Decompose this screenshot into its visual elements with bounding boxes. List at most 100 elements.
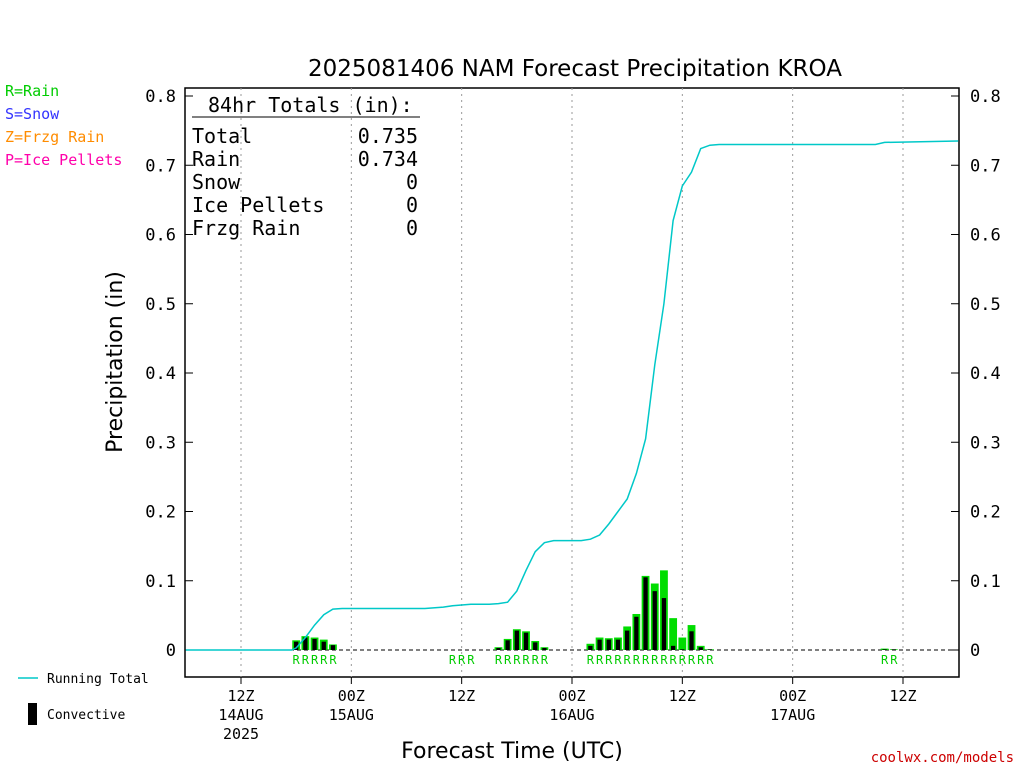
precip-type-letter: R — [458, 653, 466, 667]
y-tick-label-right: 0 — [970, 641, 980, 661]
precip-type-letter: R — [624, 653, 632, 667]
y-tick-label-right: 0.7 — [970, 156, 1001, 176]
precip-type-letter: R — [706, 653, 714, 667]
y-axis-left: 0 0.1 0.2 0.3 0.4 0.5 0.6 0.7 0.8 — [145, 87, 193, 661]
precip-type-letter: R — [679, 653, 687, 667]
precip-type-letter: R — [329, 653, 337, 667]
precip-type-letter: R — [660, 653, 668, 667]
x-tick-label: 12Z — [227, 687, 254, 705]
precip-type-letter: R — [504, 653, 512, 667]
totals-row-label: Frzg Rain — [192, 216, 300, 240]
x-tick-label: 00Z — [558, 687, 585, 705]
precip-type-letter: R — [532, 653, 540, 667]
x-tick-label: 12Z — [669, 687, 696, 705]
precip-type-letter: R — [651, 653, 659, 667]
totals-row-value: 0 — [406, 170, 418, 194]
bottom-legend: Running Total Convective — [18, 672, 149, 725]
convective-bar — [652, 591, 657, 650]
convective-bar — [542, 647, 547, 650]
type-legend-entry: Z=Frzg Rain — [5, 128, 104, 146]
x-tick-year: 2025 — [223, 725, 259, 743]
precip-type-letter: R — [614, 653, 622, 667]
convective-bar — [496, 647, 501, 650]
x-tick-date: 15AUG — [329, 706, 374, 724]
y-axis-label: Precipitation (in) — [103, 271, 128, 453]
y-tick-label-left: 0.7 — [145, 156, 176, 176]
convective-bar — [891, 649, 896, 650]
totals-row-value: 0 — [406, 193, 418, 217]
y-tick-label-right: 0.4 — [970, 364, 1001, 384]
totals-row-label: Total — [192, 124, 252, 148]
x-tick-date: 16AUG — [549, 706, 594, 724]
precip-type-letter: R — [642, 653, 650, 667]
legend-entry-label: Running Total — [47, 672, 149, 687]
type-legend-entry: R=Rain — [5, 82, 59, 100]
convective-bar — [606, 639, 611, 650]
y-tick-label-right: 0.2 — [970, 503, 1001, 523]
convective-bar — [634, 616, 639, 650]
convective-bar — [707, 649, 713, 650]
x-tick-date: 17AUG — [770, 706, 815, 724]
convective-bar — [670, 645, 676, 650]
x-axis-label: Forecast Time (UTC) — [401, 739, 623, 764]
x-tick-label: 00Z — [338, 687, 365, 705]
totals-row-value: 0 — [406, 216, 418, 240]
convective-bar — [643, 577, 648, 650]
precip-type-letter: R — [688, 653, 696, 667]
y-tick-label-left: 0.8 — [145, 87, 176, 107]
convective-bar — [698, 647, 703, 650]
rain-bar — [678, 637, 687, 650]
credit-text: coolwx.com/models — [871, 750, 1014, 766]
convective-bar — [882, 649, 887, 650]
precip-type-letter: R — [890, 653, 898, 667]
convective-bar — [523, 632, 529, 650]
x-tick-label: 12Z — [448, 687, 475, 705]
precip-type-letter: R — [881, 653, 889, 667]
convective-bar — [294, 641, 299, 650]
convective-bar — [615, 639, 621, 650]
precip-type-letter: R — [311, 653, 319, 667]
y-tick-label-right: 0.6 — [970, 226, 1001, 246]
type-legend-entry: S=Snow — [5, 105, 60, 123]
convective-bar — [661, 598, 667, 650]
totals-header: 84hr Totals (in): — [208, 93, 413, 117]
precip-type-letter: R — [467, 653, 475, 667]
y-tick-label-left: 0 — [166, 641, 176, 661]
precip-type-letter: R — [302, 653, 310, 667]
y-tick-label-right: 0.5 — [970, 295, 1001, 315]
y-tick-label-left: 0.5 — [145, 295, 176, 315]
precip-type-letter: R — [513, 653, 521, 667]
convective-bar — [312, 638, 317, 650]
convective-bar — [321, 641, 326, 650]
convective-bar — [689, 631, 694, 650]
type-legend-entry: P=Ice Pellets — [5, 151, 122, 169]
x-tick-label: 00Z — [779, 687, 806, 705]
legend-entry-label: Convective — [47, 708, 125, 723]
precip-type-letter: R — [320, 653, 328, 667]
precip-type-letter: R — [596, 653, 604, 667]
running-total-line — [185, 140, 959, 651]
precip-type-letter: R — [605, 653, 613, 667]
convective-bar — [680, 649, 685, 650]
precip-type-letter: R — [541, 653, 549, 667]
precip-type-letter: R — [449, 653, 457, 667]
convective-bars — [294, 577, 896, 650]
convective-bar — [597, 639, 602, 650]
totals-row-label: Ice Pellets — [192, 193, 324, 217]
y-axis-right: 0 0.1 0.2 0.3 0.4 0.5 0.6 0.7 0.8 — [951, 87, 1001, 661]
y-tick-label-left: 0.6 — [145, 226, 176, 246]
legend-bar-swatch — [28, 703, 37, 725]
x-tick-date: 14AUG — [218, 706, 263, 724]
precip-type-legend: R=Rain S=Snow Z=Frzg Rain P=Ice Pellets — [5, 82, 122, 169]
x-tick-label: 12Z — [889, 687, 916, 705]
y-tick-label-right: 0.3 — [970, 433, 1001, 453]
convective-bar — [514, 630, 519, 650]
totals-box: 84hr Totals (in): Total 0.735 Rain 0.734 Snow… — [192, 93, 420, 240]
y-tick-label-left: 0.4 — [145, 364, 176, 384]
totals-row-value: 0.735 — [358, 124, 418, 148]
y-tick-label-left: 0.1 — [145, 572, 176, 592]
chart-title: 2025081406 NAM Forecast Precipitation KR… — [308, 56, 842, 82]
